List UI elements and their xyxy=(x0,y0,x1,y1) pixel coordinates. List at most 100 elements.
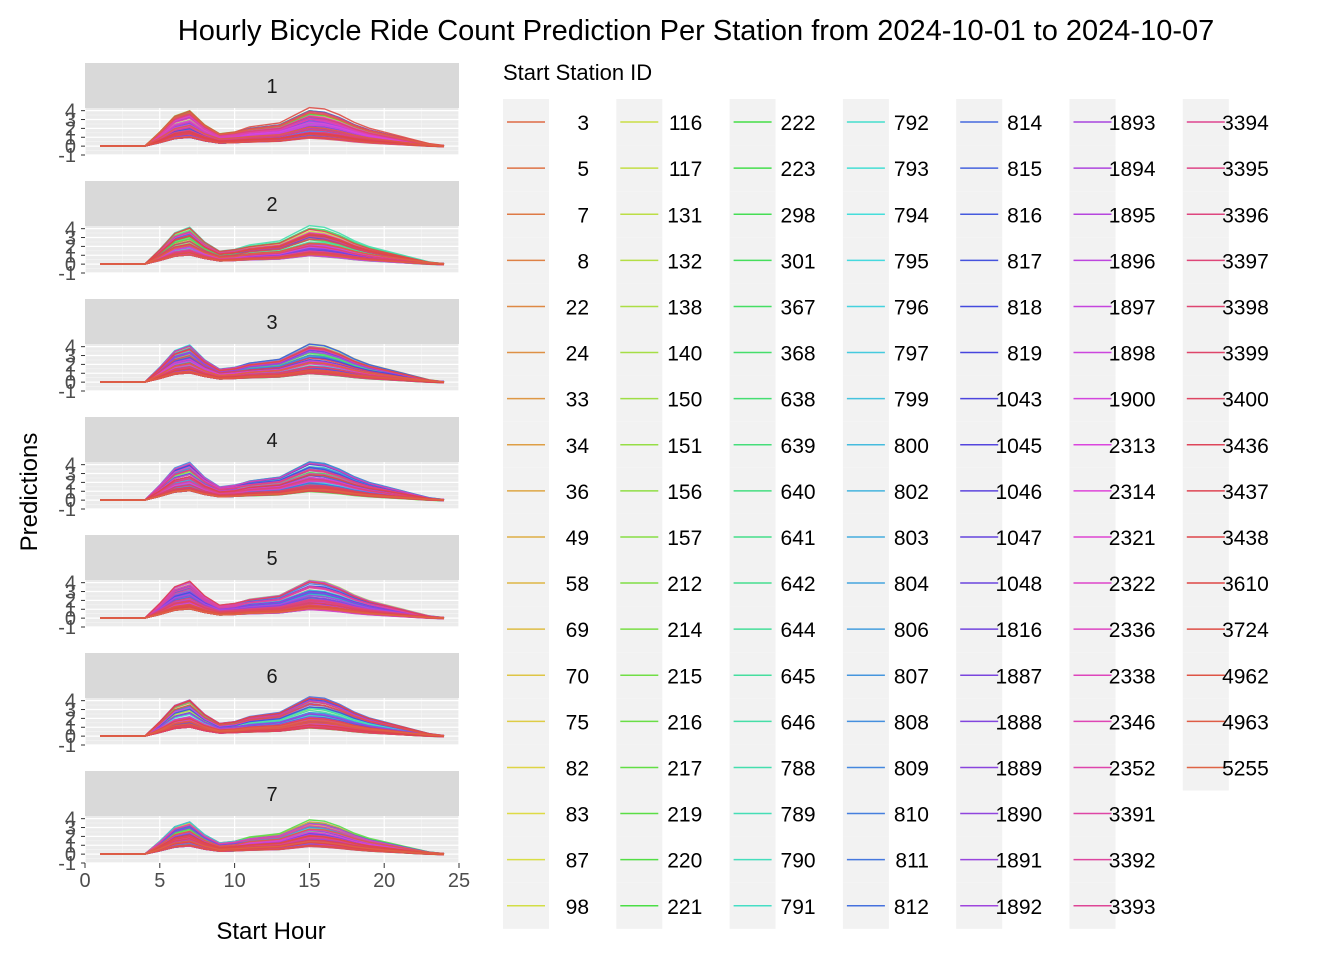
legend-item-1816: 1816 xyxy=(956,606,1042,653)
y-tick-label: 2 xyxy=(65,826,76,848)
facet-label: 6 xyxy=(266,666,277,688)
x-axis: 0 5 10 15 20 25 xyxy=(79,863,470,892)
legend-label: 809 xyxy=(894,757,929,780)
legend-label: 1892 xyxy=(995,896,1042,919)
y-tick-label: 4 xyxy=(65,337,76,359)
legend-item-156: 156 xyxy=(616,467,702,514)
facet-panels: 1-1012342-1012343-1012344-1012345-101234… xyxy=(58,63,460,875)
legend-item-3393: 3393 xyxy=(1069,882,1156,929)
legend-item-2313: 2313 xyxy=(1069,421,1156,468)
legend-label: 151 xyxy=(667,435,702,458)
legend-label: 795 xyxy=(894,250,929,273)
legend-item-799: 799 xyxy=(842,375,929,422)
legend-item-140: 140 xyxy=(616,329,702,376)
legend-label: 815 xyxy=(1007,158,1042,181)
legend-item-807: 807 xyxy=(842,652,929,699)
legend-item-1892: 1892 xyxy=(956,882,1042,929)
legend-label: 1898 xyxy=(1109,343,1156,366)
legend-item-1893: 1893 xyxy=(1069,99,1156,146)
legend-label: 1896 xyxy=(1109,250,1156,273)
legend-item-34: 34 xyxy=(503,421,590,468)
legend-label: 639 xyxy=(781,435,816,458)
legend-label: 301 xyxy=(781,250,816,273)
legend-item-298: 298 xyxy=(729,191,816,238)
legend-item-1047: 1047 xyxy=(956,513,1042,560)
legend-item-3438: 3438 xyxy=(1182,513,1269,560)
y-tick-label: 2 xyxy=(65,590,76,612)
legend-label: 156 xyxy=(667,481,702,504)
legend-item-808: 808 xyxy=(842,698,929,745)
legend-item-2322: 2322 xyxy=(1069,560,1156,607)
legend-item-1890: 1890 xyxy=(956,790,1042,837)
legend-label: 791 xyxy=(781,896,816,919)
legend-item-132: 132 xyxy=(616,237,702,284)
legend-label: 3399 xyxy=(1222,343,1269,366)
facet-label: 4 xyxy=(266,430,277,452)
series-line-5255 xyxy=(100,111,445,147)
legend-label: 131 xyxy=(667,204,702,227)
legend-label: 1816 xyxy=(995,619,1042,642)
series-line-5255 xyxy=(100,488,445,501)
legend-item-75: 75 xyxy=(503,698,589,745)
chart-title: Hourly Bicycle Ride Count Prediction Per… xyxy=(178,15,1215,47)
y-tick-label: 0 xyxy=(65,844,76,866)
legend-item-7: 7 xyxy=(503,191,589,238)
legend-label: 3436 xyxy=(1222,435,1269,458)
legend-label: 1891 xyxy=(995,850,1042,873)
legend-label: 7 xyxy=(577,204,589,227)
legend-item-82: 82 xyxy=(503,744,589,791)
y-tick-label: 4 xyxy=(65,691,76,713)
legend-item-1046: 1046 xyxy=(956,467,1042,514)
legend-label: 216 xyxy=(667,711,702,734)
legend-item-215: 215 xyxy=(616,652,702,699)
legend-label: 794 xyxy=(894,204,929,227)
legend-label: 1894 xyxy=(1109,158,1156,181)
y-tick-label: -1 xyxy=(58,263,76,285)
legend-item-2338: 2338 xyxy=(1069,652,1156,699)
legend-label: 5 xyxy=(577,158,589,181)
legend-item-816: 816 xyxy=(956,191,1042,238)
legend-label: 817 xyxy=(1007,250,1042,273)
legend-item-812: 812 xyxy=(842,882,929,929)
legend-item-1900: 1900 xyxy=(1069,375,1156,422)
series-line-4962 xyxy=(100,703,445,737)
legend-item-2352: 2352 xyxy=(1069,744,1156,791)
legend-label: 5255 xyxy=(1222,757,1269,780)
series-line-4963 xyxy=(100,253,445,265)
legend-item-223: 223 xyxy=(729,145,816,192)
y-tick-label: 4 xyxy=(65,455,76,477)
series-line-4962 xyxy=(100,844,445,856)
legend-item-1895: 1895 xyxy=(1069,191,1156,238)
y-tick-label: 1 xyxy=(65,245,76,267)
legend-item-804: 804 xyxy=(842,560,929,607)
legend-item-214: 214 xyxy=(616,606,703,653)
legend-label: 803 xyxy=(894,527,929,550)
legend-item-1891: 1891 xyxy=(956,836,1042,883)
series-line-4963 xyxy=(100,124,445,148)
legend-label: 98 xyxy=(566,896,589,919)
facet-label: 1 xyxy=(266,76,277,98)
legend-title: Start Station ID xyxy=(503,60,652,85)
x-tick-label: 20 xyxy=(373,870,395,892)
legend-item-795: 795 xyxy=(842,237,929,284)
series-line-2346 xyxy=(100,462,445,501)
y-tick-label: 3 xyxy=(65,346,76,368)
series-line-3436 xyxy=(100,238,445,265)
legend-item-157: 157 xyxy=(616,513,702,560)
legend-item-3400: 3400 xyxy=(1182,375,1269,422)
legend-label: 3394 xyxy=(1222,112,1269,135)
legend-item-640: 640 xyxy=(729,467,816,514)
legend-label: 34 xyxy=(566,435,590,458)
legend-item-368: 368 xyxy=(729,329,816,376)
series-line-5255 xyxy=(100,840,445,856)
legend-label: 3724 xyxy=(1222,619,1269,642)
legend-item-4962: 4962 xyxy=(1182,652,1269,699)
legend-label: 4962 xyxy=(1222,665,1269,688)
legend-label: 808 xyxy=(894,711,929,734)
legend-label: 82 xyxy=(566,757,589,780)
y-tick-label: 3 xyxy=(65,582,76,604)
legend-item-638: 638 xyxy=(729,375,816,422)
y-tick-label: 0 xyxy=(65,726,76,748)
